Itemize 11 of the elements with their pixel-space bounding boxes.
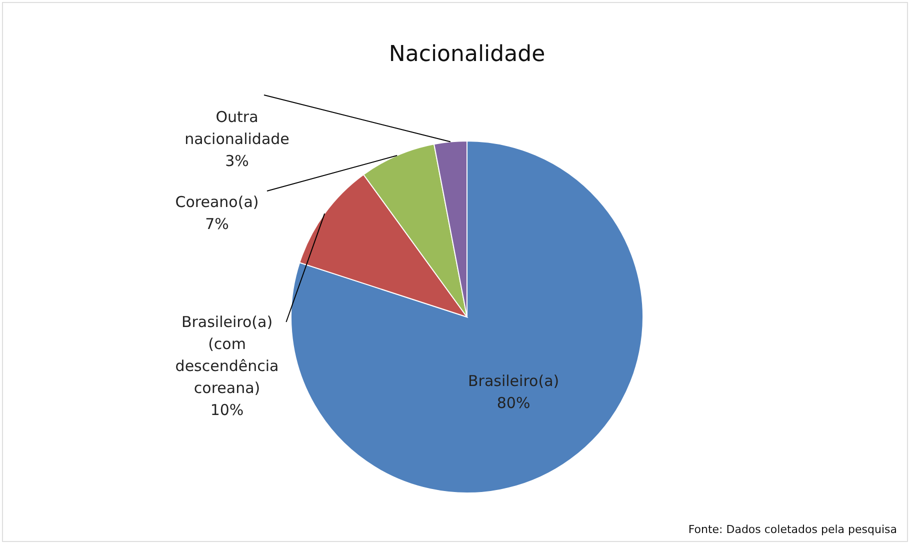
chart-title: Nacionalidade	[388, 42, 546, 67]
data-label: 10%	[210, 401, 244, 419]
data-label: 7%	[205, 215, 229, 233]
slice-label: Brasileiro(a)	[468, 372, 560, 390]
pie-slice	[290, 140, 644, 494]
slice-label: Coreano(a)	[175, 193, 259, 211]
source-note: Fonte: Dados coletados pela pesquisa	[688, 523, 897, 536]
slice-label: Brasileiro(a) (com descendência coreana)	[175, 313, 279, 397]
data-label: 80%	[496, 394, 530, 412]
data-label: 3%	[225, 152, 249, 170]
slice-label: Outra nacionalidade	[184, 108, 290, 148]
